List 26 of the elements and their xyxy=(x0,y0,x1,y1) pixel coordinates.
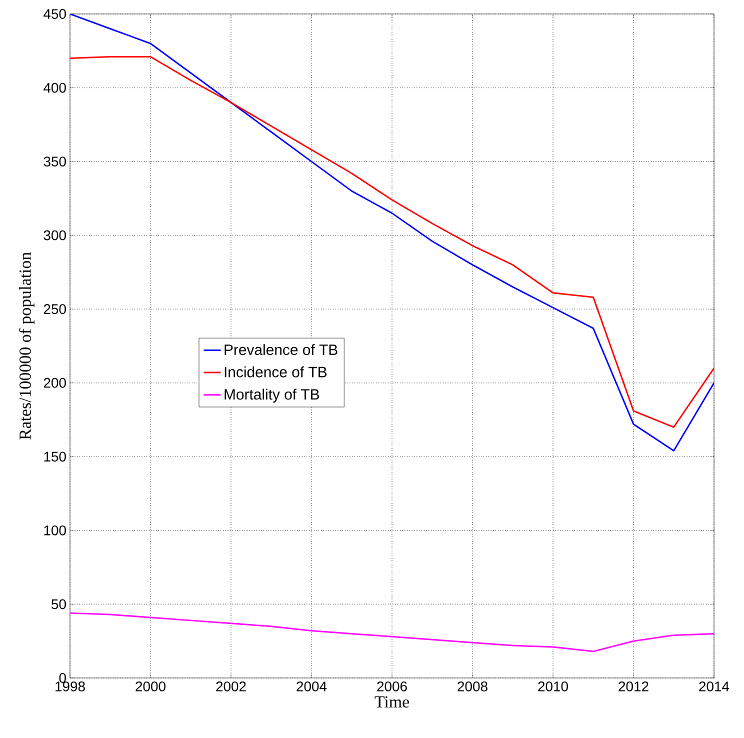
legend-label: Mortality of TB xyxy=(224,388,320,403)
y-tick-label: 200 xyxy=(44,378,66,388)
x-axis-title: Time xyxy=(374,696,410,708)
y-tick-label: 100 xyxy=(44,525,66,536)
y-tick-label: 0 xyxy=(59,673,66,683)
y-tick-label: 300 xyxy=(44,230,66,240)
x-tick-label: 2012 xyxy=(618,681,648,692)
y-axis-title: Rates/100000 of population xyxy=(18,252,34,440)
x-tick-label: 2014 xyxy=(699,681,730,692)
x-tick-label: 2006 xyxy=(377,681,407,692)
y-tick-label: 50 xyxy=(52,599,66,610)
x-tick-label: 2010 xyxy=(538,681,568,692)
legend-label: Prevalence of TB xyxy=(224,344,338,356)
y-tick-label: 250 xyxy=(44,304,66,314)
x-tick-label: 2004 xyxy=(296,681,327,692)
x-tick-label: 2002 xyxy=(216,681,246,692)
x-tick-label: 1998 xyxy=(56,681,85,692)
y-tick-label: 350 xyxy=(44,156,66,166)
line-series xyxy=(70,56,714,428)
y-tick-label: 150 xyxy=(44,452,66,462)
legend-label: Incidence of TB xyxy=(224,366,327,378)
y-tick-label: 450 xyxy=(44,9,66,19)
y-tick-label: 400 xyxy=(44,82,66,93)
x-tick-label: 2000 xyxy=(136,681,166,692)
line-series xyxy=(70,612,714,652)
x-tick-label: 2008 xyxy=(458,681,488,692)
